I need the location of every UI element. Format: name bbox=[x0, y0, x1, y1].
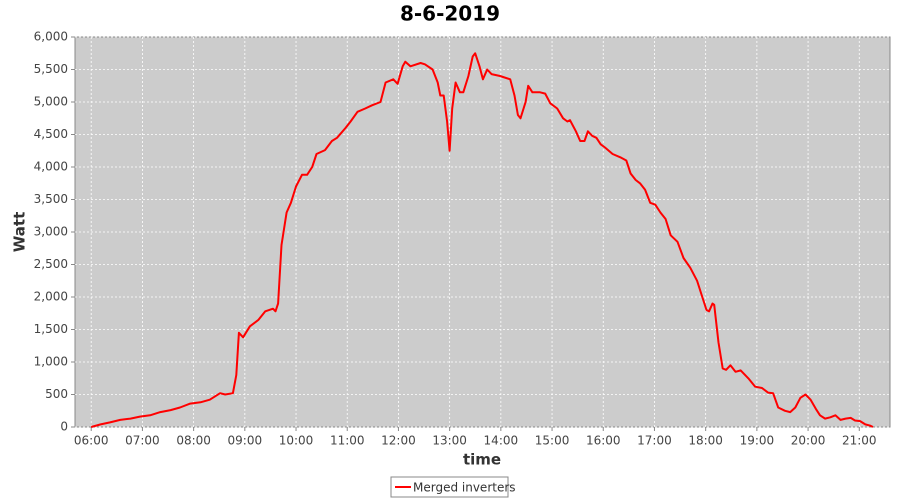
y-tick-label: 5,500 bbox=[34, 62, 68, 76]
x-tick-label: 18:00 bbox=[688, 434, 723, 448]
y-tick-label: 4,000 bbox=[34, 160, 68, 174]
y-tick-label: 4,500 bbox=[34, 127, 68, 141]
y-tick-label: 1,500 bbox=[34, 322, 68, 336]
y-axis-label: Watt bbox=[11, 212, 29, 252]
y-tick-label: 5,000 bbox=[34, 95, 68, 109]
series-line bbox=[90, 52, 874, 428]
x-tick-label: 09:00 bbox=[228, 434, 263, 448]
y-tick-label: 500 bbox=[45, 387, 68, 401]
x-tick-label: 12:00 bbox=[381, 434, 416, 448]
x-tick-label: 08:00 bbox=[176, 434, 211, 448]
x-tick-label: 21:00 bbox=[842, 434, 877, 448]
legend-label: Merged inverters bbox=[413, 481, 516, 495]
x-tick-label: 13:00 bbox=[432, 434, 467, 448]
y-tick-label: 1,000 bbox=[34, 355, 68, 369]
x-tick-label: 07:00 bbox=[125, 434, 160, 448]
x-tick-label: 16:00 bbox=[586, 434, 621, 448]
x-tick-label: 15:00 bbox=[535, 434, 570, 448]
x-tick-label: 11:00 bbox=[330, 434, 365, 448]
x-tick-label: 10:00 bbox=[279, 434, 314, 448]
x-tick-label: 17:00 bbox=[637, 434, 672, 448]
legend-box bbox=[390, 476, 509, 498]
x-tick-label: 20:00 bbox=[791, 434, 826, 448]
y-tick-label: 0 bbox=[60, 420, 68, 434]
y-tick-label: 2,500 bbox=[34, 257, 68, 271]
chart-title: 8-6-2019 bbox=[400, 2, 500, 26]
x-tick-label: 19:00 bbox=[740, 434, 775, 448]
y-tick-label: 3,500 bbox=[34, 192, 68, 206]
y-tick-label: 3,000 bbox=[34, 225, 68, 239]
plot-area bbox=[74, 36, 891, 428]
y-tick-label: 6,000 bbox=[34, 30, 68, 44]
y-tick-label: 2,000 bbox=[34, 290, 68, 304]
x-tick-label: 14:00 bbox=[484, 434, 519, 448]
x-axis-label: time bbox=[463, 451, 501, 469]
x-tick-label: 06:00 bbox=[74, 434, 109, 448]
